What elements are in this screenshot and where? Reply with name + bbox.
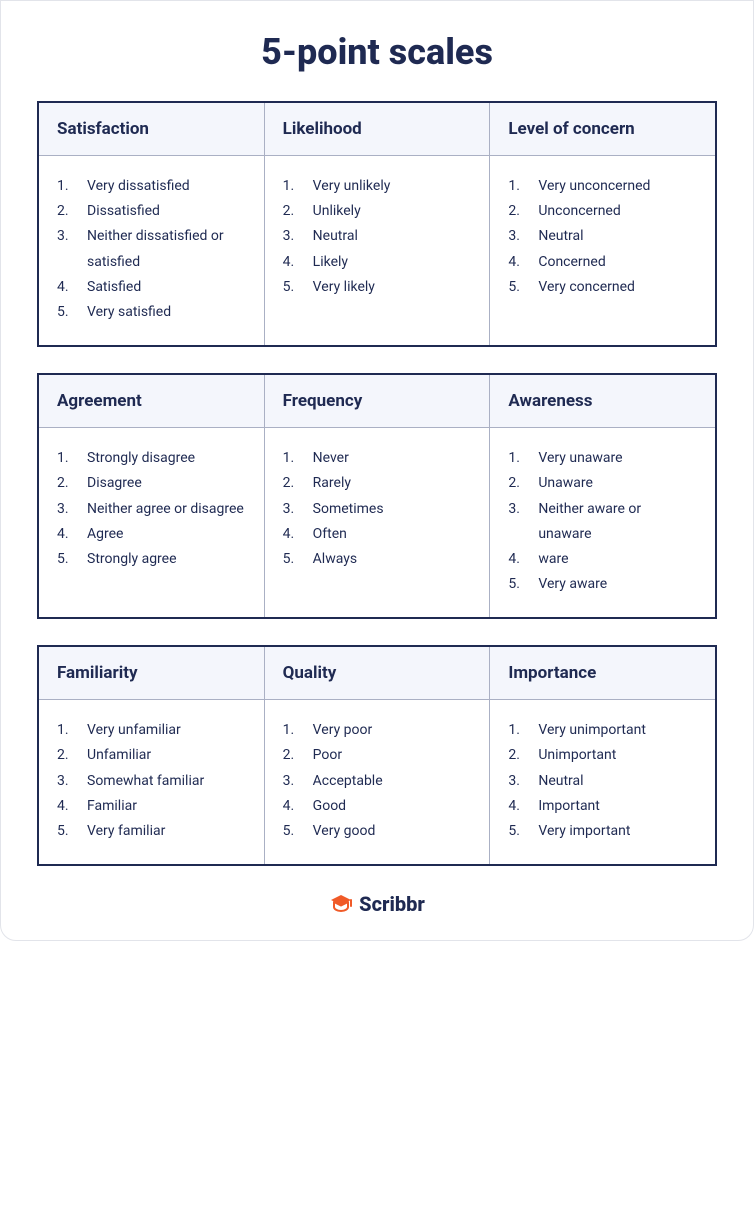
scale-item: Dissatisfied (57, 199, 246, 224)
scale-cell: Familiarity Very unfamiliarUnfamiliarSome… (39, 647, 265, 864)
scale-body: Very dissatisfiedDissatisfiedNeither dis… (39, 156, 264, 345)
page-title: 5-point scales (37, 31, 717, 73)
scale-row: Satisfaction Very dissatisfiedDissatisfie… (37, 101, 717, 347)
scale-item: Very dissatisfied (57, 174, 246, 199)
graduation-cap-icon (329, 892, 353, 916)
scale-item: Somewhat familiar (57, 769, 246, 794)
scale-cell: Frequency NeverRarelySometimesOftenAlways (265, 375, 491, 617)
scale-cell: Level of concern Very unconcernedUnconcer… (490, 103, 715, 345)
scale-item: Unconcerned (508, 199, 697, 224)
scale-item: Acceptable (283, 769, 472, 794)
scale-header: Satisfaction (39, 103, 264, 156)
scale-item: Neutral (508, 224, 697, 249)
scale-header: Importance (490, 647, 715, 700)
scale-body: Very unfamiliarUnfamiliarSomewhat famili… (39, 700, 264, 864)
scale-item: Unfamiliar (57, 743, 246, 768)
scale-item: Agree (57, 522, 246, 547)
scale-list: NeverRarelySometimesOftenAlways (283, 446, 472, 572)
scale-item: Unlikely (283, 199, 472, 224)
scale-list: Very poorPoorAcceptableGoodVery good (283, 718, 472, 844)
rows-container: Satisfaction Very dissatisfiedDissatisfie… (37, 101, 717, 866)
brand-name: Scribbr (359, 892, 425, 916)
scale-item: Very unlikely (283, 174, 472, 199)
scale-item: Satisfied (57, 275, 246, 300)
scale-body: Very unlikelyUnlikelyNeutralLikelyVery l… (265, 156, 490, 320)
scale-item: ware (508, 547, 697, 572)
scale-item: Strongly agree (57, 547, 246, 572)
scale-item: Very unimportant (508, 718, 697, 743)
scale-body: Very unimportantUnimportantNeutralImport… (490, 700, 715, 864)
scale-header: Quality (265, 647, 490, 700)
scale-body: Strongly disagreeDisagreeNeither agree o… (39, 428, 264, 592)
scale-cell: Likelihood Very unlikelyUnlikelyNeutralLi… (265, 103, 491, 345)
scale-header: Agreement (39, 375, 264, 428)
brand-footer: Scribbr (37, 892, 717, 916)
scale-list: Strongly disagreeDisagreeNeither agree o… (57, 446, 246, 572)
scale-item: Good (283, 794, 472, 819)
scale-header: Level of concern (490, 103, 715, 156)
scale-cell: Quality Very poorPoorAcceptableGoodVery g… (265, 647, 491, 864)
scale-item: Concerned (508, 250, 697, 275)
scale-item: Very concerned (508, 275, 697, 300)
scale-item: Poor (283, 743, 472, 768)
scale-item: Very aware (508, 572, 697, 597)
scale-list: Very unconcernedUnconcernedNeutralConcer… (508, 174, 697, 300)
scale-item: Very familiar (57, 819, 246, 844)
scale-body: NeverRarelySometimesOftenAlways (265, 428, 490, 592)
scale-list: Very dissatisfiedDissatisfiedNeither dis… (57, 174, 246, 325)
scale-header: Likelihood (265, 103, 490, 156)
scale-header: Frequency (265, 375, 490, 428)
scale-item: Rarely (283, 471, 472, 496)
scale-cell: Agreement Strongly disagreeDisagreeNeithe… (39, 375, 265, 617)
scale-body: Very poorPoorAcceptableGoodVery good (265, 700, 490, 864)
scale-item: Very unaware (508, 446, 697, 471)
scale-cell: Awareness Very unawareUnawareNeither awar… (490, 375, 715, 617)
scale-item: Unaware (508, 471, 697, 496)
scale-item: Strongly disagree (57, 446, 246, 471)
scale-item: Always (283, 547, 472, 572)
scale-list: Very unfamiliarUnfamiliarSomewhat famili… (57, 718, 246, 844)
scale-item: Neutral (508, 769, 697, 794)
scale-item: Very poor (283, 718, 472, 743)
scale-body: Very unawareUnawareNeither aware or unaw… (490, 428, 715, 617)
scale-item: Important (508, 794, 697, 819)
scales-card: 5-point scales Satisfaction Very dissatis… (0, 0, 754, 941)
scale-header: Awareness (490, 375, 715, 428)
scale-item: Very likely (283, 275, 472, 300)
scale-item: Neutral (283, 224, 472, 249)
scale-item: Likely (283, 250, 472, 275)
scale-item: Neither dissatisfied or satisfied (57, 224, 246, 274)
scale-row: AgreementStrongly disagreeDisagreeNeithe… (37, 373, 717, 619)
scale-cell: Importance Very unimportantUnimportantNeu… (490, 647, 715, 864)
scale-item: Very unfamiliar (57, 718, 246, 743)
scale-header: Familiarity (39, 647, 264, 700)
scale-list: Very unawareUnawareNeither aware or unaw… (508, 446, 697, 597)
scale-item: Unimportant (508, 743, 697, 768)
scale-item: Very good (283, 819, 472, 844)
scale-cell: Satisfaction Very dissatisfiedDissatisfie… (39, 103, 265, 345)
scale-list: Very unlikelyUnlikelyNeutralLikelyVery l… (283, 174, 472, 300)
scale-item: Sometimes (283, 497, 472, 522)
scale-item: Very satisfied (57, 300, 246, 325)
scale-item: Very unconcerned (508, 174, 697, 199)
scale-item: Often (283, 522, 472, 547)
scale-item: Never (283, 446, 472, 471)
scale-item: Familiar (57, 794, 246, 819)
scale-item: Very important (508, 819, 697, 844)
scale-row: Familiarity Very unfamiliarUnfamiliarSome… (37, 645, 717, 866)
scale-item: Neither agree or disagree (57, 497, 246, 522)
scale-list: Very unimportantUnimportantNeutralImport… (508, 718, 697, 844)
scale-item: Neither aware or unaware (508, 497, 697, 547)
scale-body: Very unconcernedUnconcernedNeutralConcer… (490, 156, 715, 320)
scale-item: Disagree (57, 471, 246, 496)
